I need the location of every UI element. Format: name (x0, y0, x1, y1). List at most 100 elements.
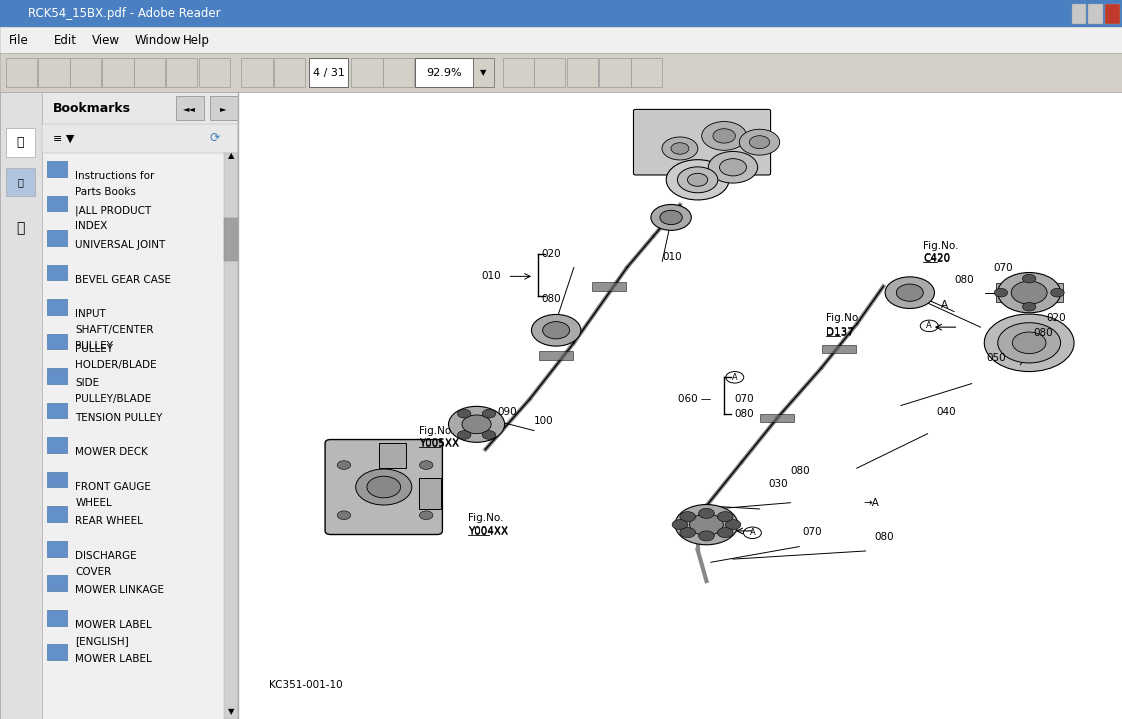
Text: BEVEL GEAR CASE: BEVEL GEAR CASE (75, 275, 172, 285)
Bar (47, 161, 67, 177)
Bar (6, 168, 35, 196)
Circle shape (701, 122, 746, 150)
Text: 🔖: 🔖 (17, 177, 24, 187)
Bar (47, 437, 67, 453)
Bar (0, 0, 1122, 27)
Text: ▲: ▲ (228, 151, 234, 160)
Circle shape (449, 406, 505, 442)
Bar (47, 196, 67, 211)
Bar (503, 58, 534, 87)
Text: 010: 010 (662, 252, 682, 262)
Text: →A: →A (864, 498, 880, 508)
Text: 090: 090 (498, 407, 517, 417)
Circle shape (660, 210, 682, 224)
Circle shape (672, 520, 688, 530)
Text: INPUT: INPUT (75, 309, 105, 319)
Text: KC351-001-10: KC351-001-10 (269, 679, 342, 690)
Text: 030: 030 (769, 479, 788, 489)
Text: PULLEY/BLADE: PULLEY/BLADE (75, 394, 151, 404)
Bar (0, 53, 1122, 92)
Bar (47, 368, 67, 384)
Bar (0, 92, 42, 719)
Text: PULLEY: PULLEY (75, 341, 113, 351)
Circle shape (675, 505, 738, 545)
Text: INDEX: INDEX (75, 221, 108, 232)
Bar (47, 472, 67, 487)
Bar (599, 58, 631, 87)
Bar (47, 541, 67, 557)
Bar (351, 58, 383, 87)
Circle shape (482, 409, 496, 418)
Bar (176, 96, 204, 120)
Text: 080: 080 (790, 467, 810, 477)
Bar (238, 92, 1122, 719)
Text: 050: 050 (986, 354, 1006, 364)
Circle shape (739, 129, 780, 155)
Circle shape (712, 129, 735, 143)
Text: COVER: COVER (75, 567, 111, 577)
Text: Y004XX: Y004XX (468, 526, 508, 536)
Circle shape (994, 288, 1008, 297)
Text: Edit: Edit (54, 34, 76, 47)
Text: 92.9%: 92.9% (426, 68, 462, 78)
Text: Y005XX: Y005XX (420, 438, 459, 448)
Circle shape (666, 160, 729, 200)
Bar (199, 58, 230, 87)
Text: 📄: 📄 (17, 136, 24, 149)
Bar (540, 351, 573, 360)
Bar (47, 644, 67, 660)
Text: SIDE: SIDE (75, 378, 100, 388)
Text: Y004XX: Y004XX (468, 527, 508, 537)
Bar (567, 58, 598, 87)
Circle shape (725, 520, 741, 530)
Circle shape (338, 511, 351, 520)
Text: TENSION PULLEY: TENSION PULLEY (75, 413, 163, 423)
Bar (47, 403, 67, 418)
Circle shape (1011, 281, 1047, 304)
Text: ≡ ▼: ≡ ▼ (53, 134, 74, 144)
Text: Parts Books: Parts Books (75, 187, 136, 197)
Circle shape (532, 314, 581, 346)
Text: FRONT GAUGE: FRONT GAUGE (75, 482, 151, 492)
Circle shape (680, 512, 696, 522)
Text: MOWER DECK: MOWER DECK (75, 447, 148, 457)
Text: Fig.No.: Fig.No. (923, 241, 958, 251)
Text: DISCHARGE: DISCHARGE (75, 551, 137, 561)
Circle shape (662, 137, 698, 160)
Bar (6, 128, 35, 157)
Text: 080: 080 (874, 532, 894, 542)
Circle shape (719, 159, 746, 176)
Bar (0, 92, 238, 719)
Circle shape (651, 204, 691, 230)
Text: 4 / 31: 4 / 31 (313, 68, 344, 78)
Circle shape (1012, 332, 1046, 354)
Bar (47, 230, 67, 246)
Text: A: A (732, 373, 737, 382)
Circle shape (356, 469, 412, 505)
Text: File: File (9, 34, 29, 47)
Bar (210, 96, 238, 120)
Text: RCK54_15BX.pdf - Adobe Reader: RCK54_15BX.pdf - Adobe Reader (28, 7, 221, 20)
Text: [ENGLISH]: [ENGLISH] (75, 636, 129, 646)
Bar (420, 477, 441, 509)
Bar (822, 345, 856, 354)
Circle shape (1022, 275, 1036, 283)
Circle shape (543, 321, 570, 339)
Circle shape (717, 528, 733, 538)
Circle shape (717, 512, 733, 522)
Circle shape (896, 284, 923, 301)
Text: A: A (940, 301, 948, 310)
Circle shape (462, 415, 491, 434)
Circle shape (420, 511, 433, 520)
Text: Fig.No.: Fig.No. (468, 513, 504, 523)
Text: 080: 080 (954, 275, 974, 285)
Text: 080: 080 (1033, 329, 1054, 339)
Circle shape (1050, 288, 1064, 297)
Bar (224, 153, 238, 719)
Text: ►: ► (220, 104, 227, 113)
Bar (1072, 4, 1086, 24)
Circle shape (997, 273, 1060, 313)
Text: SHAFT/CENTER: SHAFT/CENTER (75, 325, 154, 335)
Circle shape (458, 431, 471, 439)
Bar (473, 58, 494, 87)
